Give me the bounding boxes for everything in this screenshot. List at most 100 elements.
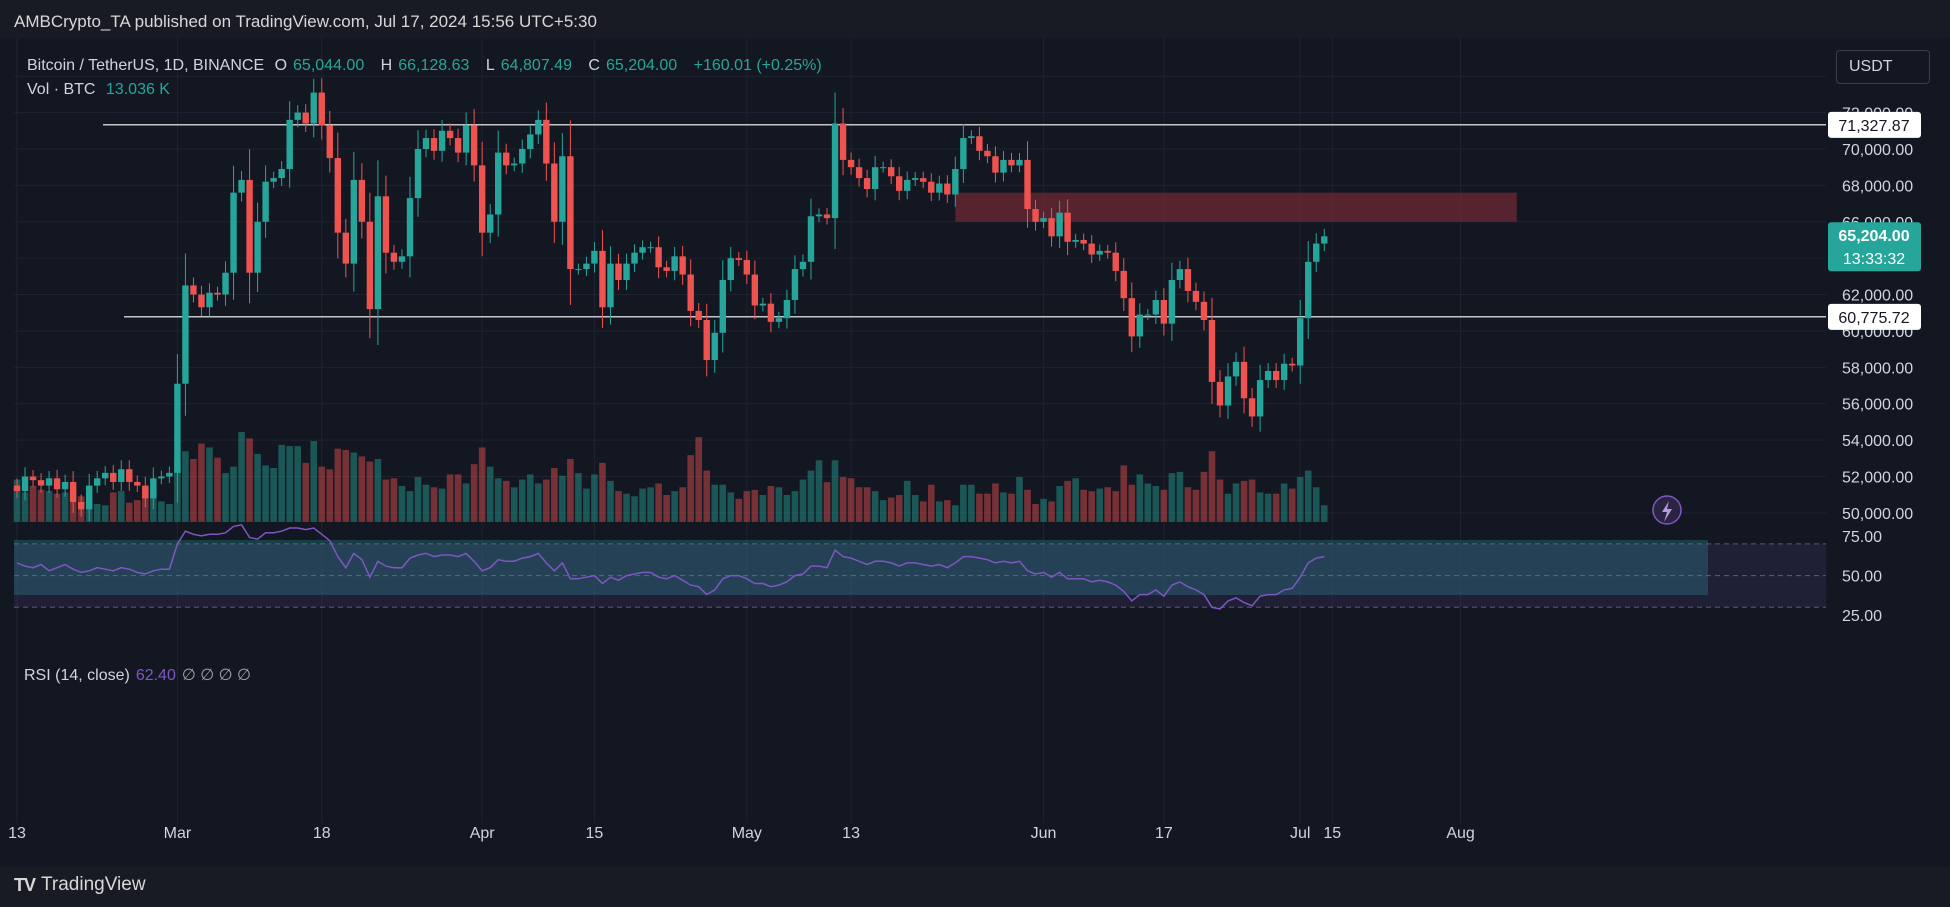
volume-bar bbox=[438, 488, 446, 522]
volume-bar bbox=[374, 459, 382, 522]
volume-bar bbox=[158, 501, 165, 522]
candle-body bbox=[422, 138, 430, 149]
volume-bar bbox=[406, 491, 414, 522]
candle-body bbox=[1240, 361, 1248, 399]
level-price-tag bbox=[1828, 111, 1921, 138]
volume-bar bbox=[567, 459, 574, 522]
candle-body bbox=[1128, 298, 1135, 337]
candle-body bbox=[446, 130, 454, 139]
volume-bar bbox=[21, 492, 29, 522]
chart-panel[interactable]: 50,000.00 52,000.00 54,000.00 56,000.00 58,0… bbox=[0, 38, 1950, 867]
volume-bar bbox=[342, 450, 350, 522]
volume-bar bbox=[262, 465, 269, 522]
high-value: 66,128.63 bbox=[398, 57, 470, 74]
candle-body bbox=[190, 285, 197, 295]
volume-bar bbox=[1312, 487, 1320, 522]
candle-body bbox=[719, 279, 726, 333]
candle-body bbox=[294, 112, 301, 120]
tradingview-logo-icon[interactable]: TV bbox=[14, 874, 36, 895]
price-axis-label: 56,000.00 bbox=[1842, 397, 1913, 414]
volume-bar bbox=[952, 505, 959, 522]
volume-bar bbox=[1320, 505, 1328, 522]
volume-bar bbox=[518, 479, 526, 522]
candle-body bbox=[1232, 361, 1240, 377]
volume-bar bbox=[334, 448, 342, 522]
candle-body bbox=[1280, 363, 1288, 381]
candle-body bbox=[230, 192, 237, 273]
volume-bar bbox=[430, 487, 438, 522]
candle-body bbox=[37, 480, 45, 486]
candle-body bbox=[462, 125, 470, 153]
candle-body bbox=[1072, 239, 1079, 242]
candle-body bbox=[366, 221, 374, 310]
candle-body bbox=[334, 158, 341, 233]
volume-bar bbox=[350, 452, 358, 522]
candle-body bbox=[470, 125, 478, 166]
volume-bar bbox=[366, 461, 374, 522]
volume-bar bbox=[1160, 489, 1168, 522]
volume-bar bbox=[45, 491, 53, 522]
candle-body bbox=[1088, 243, 1095, 255]
volume-bar bbox=[936, 501, 943, 522]
volume-bar bbox=[230, 466, 237, 522]
volume-bar bbox=[222, 473, 229, 522]
currency-selector[interactable]: USDT bbox=[1836, 50, 1930, 84]
volume-bar bbox=[286, 446, 293, 522]
volume-bar bbox=[190, 459, 197, 522]
volume-bar bbox=[703, 470, 711, 522]
candle-body bbox=[61, 481, 69, 490]
candle-body bbox=[863, 178, 871, 190]
candle-body bbox=[110, 472, 117, 482]
candle-body bbox=[478, 165, 486, 233]
candle-body bbox=[270, 178, 277, 182]
candle-body bbox=[1216, 381, 1224, 406]
candle-body bbox=[695, 310, 702, 321]
candle-body bbox=[1152, 300, 1160, 315]
volume-bar bbox=[968, 484, 975, 522]
candle-body bbox=[134, 481, 141, 486]
candle-body bbox=[342, 232, 350, 264]
volume-bar bbox=[711, 484, 719, 522]
volume-bar bbox=[1208, 451, 1216, 522]
zones bbox=[14, 192, 1708, 595]
candle-body bbox=[182, 285, 189, 384]
candle-body bbox=[1136, 314, 1143, 337]
candle-body bbox=[767, 303, 775, 322]
volume-bar bbox=[1072, 478, 1079, 522]
candle-body bbox=[1160, 300, 1168, 324]
candle-body bbox=[879, 167, 887, 169]
volume-bar bbox=[1040, 498, 1047, 522]
candle-body bbox=[53, 478, 61, 490]
candle-body bbox=[486, 214, 494, 233]
volume-bar bbox=[166, 504, 173, 522]
symbol-name[interactable]: Bitcoin / TetherUS, 1D, BINANCE bbox=[27, 57, 265, 74]
candle-body bbox=[791, 269, 799, 301]
volume-label[interactable]: Vol · BTC bbox=[27, 81, 96, 98]
volume-bar bbox=[1216, 479, 1224, 522]
candle-body bbox=[1272, 370, 1280, 381]
tradingview-wordmark[interactable]: TradingView bbox=[41, 874, 146, 895]
volume-bar bbox=[871, 491, 879, 522]
price-tags: 71,327.87 60,775.72 65,204.00 13:33:32 bbox=[1652, 111, 1921, 525]
volume-bar bbox=[775, 487, 783, 522]
candle-body bbox=[374, 196, 382, 310]
candle-body bbox=[551, 163, 558, 222]
candle-body bbox=[1120, 270, 1127, 299]
candle-body bbox=[278, 168, 285, 179]
candle-body bbox=[887, 167, 895, 177]
volume-bar bbox=[1032, 504, 1039, 522]
candle-body bbox=[735, 258, 742, 260]
candle-body bbox=[198, 294, 205, 308]
candle-body bbox=[438, 130, 446, 151]
volume-bar bbox=[583, 488, 590, 522]
change-value: +160.01 (+0.25%) bbox=[693, 57, 822, 74]
volume-bar bbox=[182, 451, 189, 522]
rsi-label[interactable]: RSI (14, close) bbox=[24, 667, 130, 684]
level-price-tag bbox=[1828, 303, 1921, 330]
volume-bar bbox=[1176, 471, 1184, 522]
last-price-tag-text: 65,204.00 bbox=[1838, 228, 1909, 245]
candle-body bbox=[246, 179, 253, 273]
chart-canvas[interactable]: 50,000.00 52,000.00 54,000.00 56,000.00 58,0… bbox=[0, 38, 1950, 867]
volume-bar bbox=[37, 489, 45, 522]
price-axis-label: 58,000.00 bbox=[1842, 360, 1913, 377]
